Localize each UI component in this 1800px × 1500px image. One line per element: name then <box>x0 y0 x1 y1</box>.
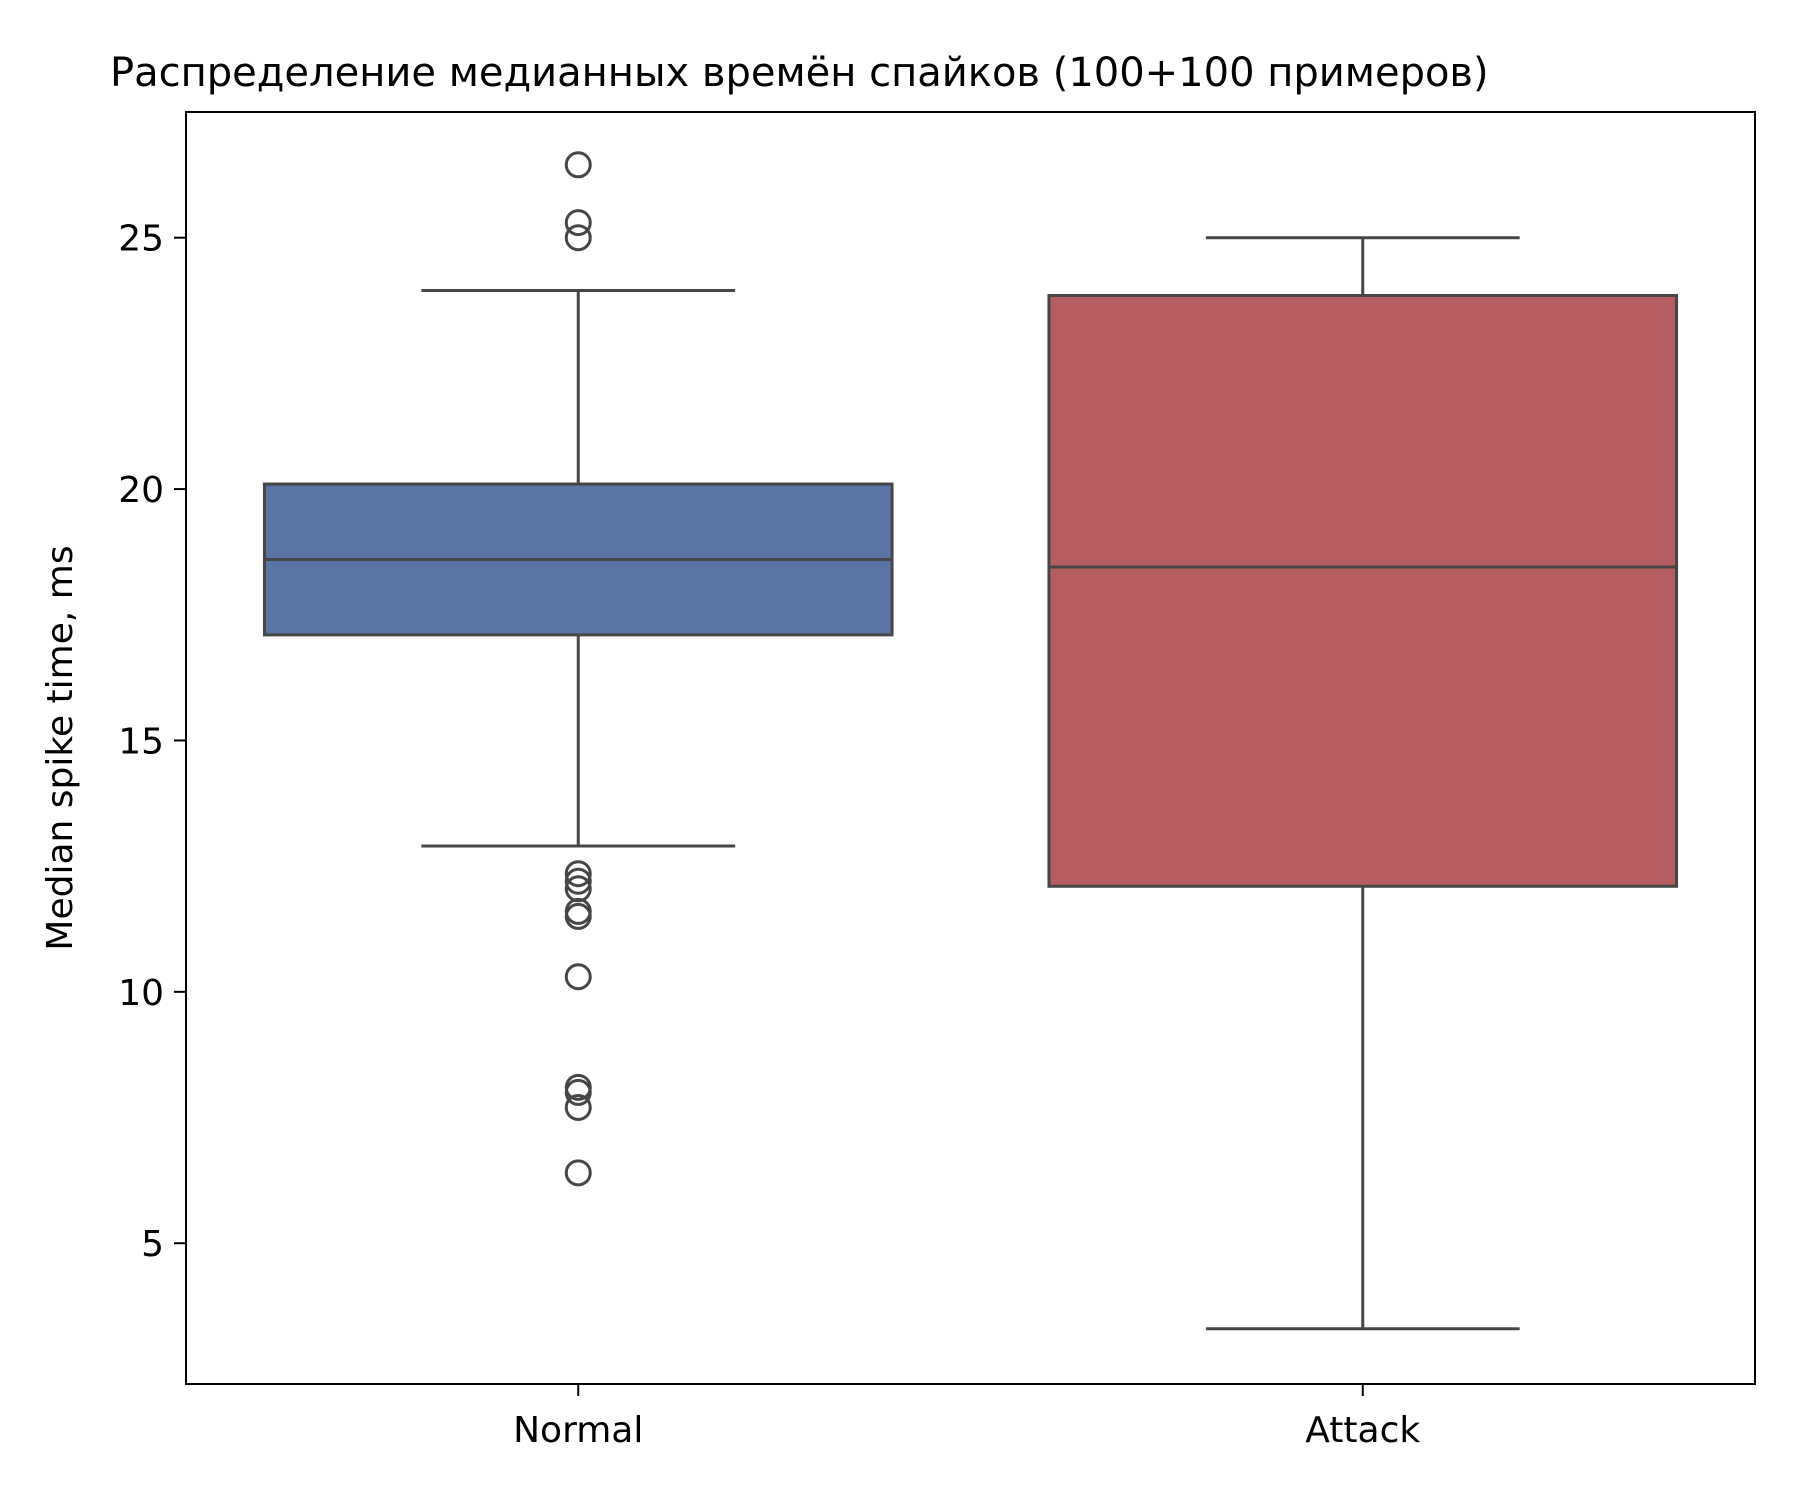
outlier-normal-3 <box>564 860 592 888</box>
outlier-normal-1 <box>564 209 592 237</box>
box-normal <box>262 151 894 1187</box>
outlier-normal-11 <box>564 1093 592 1121</box>
outlier-normal-4 <box>564 867 592 895</box>
outlier-normal-7 <box>564 902 592 930</box>
x-axis: Normal Attack <box>513 1384 1420 1451</box>
y-tick-label-5: 5 <box>141 1224 164 1265</box>
outlier-normal-8 <box>564 963 592 991</box>
iqr-box-attack <box>1047 294 1679 888</box>
y-axis: 5 10 15 20 25 <box>118 219 186 1265</box>
outlier-normal-10 <box>564 1078 592 1106</box>
y-tick-label-20: 20 <box>118 470 164 511</box>
chart-title: Распределение медианных времён спайков (… <box>110 50 1489 96</box>
y-tick-label-15: 15 <box>118 721 164 762</box>
plot-frame <box>185 111 1756 1385</box>
y-axis-label: Median spike time, ms <box>40 545 81 950</box>
x-tick-label-attack: Attack <box>1305 1410 1420 1451</box>
outlier-normal-12 <box>564 1159 592 1187</box>
y-tick-label-10: 10 <box>118 973 164 1014</box>
outlier-normal-2 <box>564 224 592 252</box>
outlier-normal-0 <box>564 151 592 179</box>
box-attack <box>1047 236 1679 1331</box>
y-tick-label-25: 25 <box>118 219 164 260</box>
boxes-group <box>262 151 1679 1331</box>
x-tick-label-normal: Normal <box>513 1410 643 1451</box>
